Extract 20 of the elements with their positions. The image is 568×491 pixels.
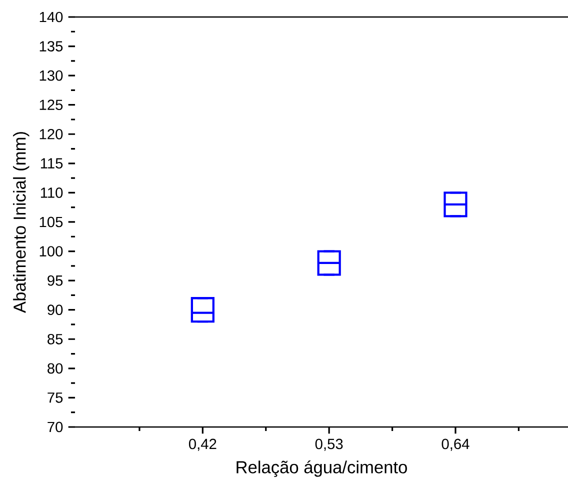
y-tick-label: 95 (48, 275, 63, 286)
y-tick-label: 85 (48, 334, 63, 344)
y-tick-label: 125 (40, 100, 63, 110)
y-tick-label: 115 (40, 158, 63, 169)
y-tick-label: 75 (48, 392, 63, 403)
x-tick-label: 0,53 (315, 438, 343, 451)
x-axis-title: Relação água/cimento (236, 460, 407, 477)
y-tick-label: 70 (48, 422, 63, 432)
y-tick-label: 135 (40, 41, 63, 52)
x-tick-label: 0,42 (188, 438, 216, 451)
y-tick-label: 80 (48, 363, 63, 374)
y-tick-label: 100 (40, 246, 63, 256)
y-tick-label: 120 (40, 128, 63, 140)
y-tick-label: 90 (48, 304, 63, 316)
x-tick-label: 0,64 (442, 438, 470, 451)
y-axis-title: Abatimento Inicial (mm) (13, 132, 30, 313)
y-tick-label: 130 (40, 70, 63, 81)
y-tick-label: 140 (40, 12, 63, 22)
y-tick-label: 105 (40, 216, 63, 228)
y-tick-label: 110 (40, 188, 63, 198)
